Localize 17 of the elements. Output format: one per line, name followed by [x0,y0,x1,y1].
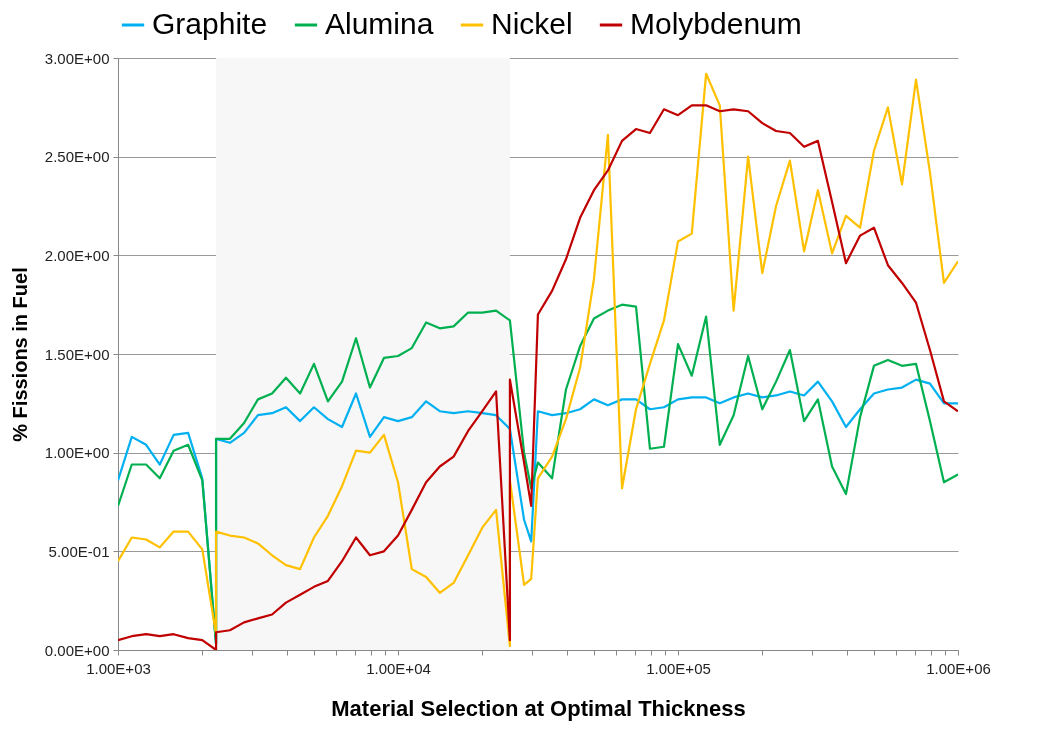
x-tick-label: 1.00E+05 [646,659,711,677]
x-tick-label: 1.00E+06 [926,659,991,677]
legend-label: Graphite [152,7,268,40]
y-tick-label: 1.50E+00 [44,345,110,363]
legend-label: Alumina [325,7,434,40]
x-axis-title: Material Selection at Optimal Thickness [331,695,746,721]
x-tick-label: 1.00E+03 [86,659,151,677]
y-tick-label: 1.00E+00 [44,444,110,462]
y-tick-label: 5.00E-01 [48,542,110,560]
y-axis-title: % Fissions in Fuel [8,267,31,442]
y-tick-label: 2.50E+00 [44,148,110,166]
y-tick-label: 2.00E+00 [44,246,110,264]
y-tick-label: 3.00E+00 [44,49,110,67]
legend-label: Nickel [491,7,573,40]
y-tick-label: 0.00E+00 [44,641,110,659]
legend-label: Molybdenum [630,7,802,40]
x-tick-label: 1.00E+04 [366,659,431,677]
